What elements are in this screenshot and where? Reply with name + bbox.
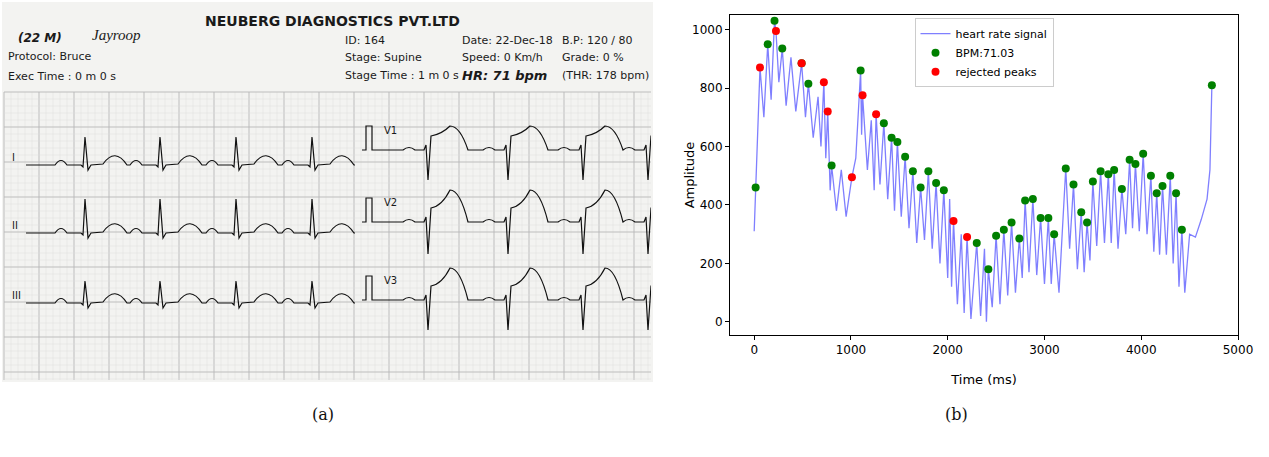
- svg-text:Amplitude: Amplitude: [682, 142, 697, 209]
- svg-text:600: 600: [700, 140, 723, 154]
- svg-text:Stage Time : 1 m 0 s: Stage Time : 1 m 0 s: [345, 69, 459, 82]
- svg-text:5000: 5000: [1223, 343, 1254, 357]
- svg-text:0: 0: [750, 343, 758, 357]
- svg-text:Time (ms): Time (ms): [950, 372, 1017, 387]
- svg-text:BPM:71.03: BPM:71.03: [956, 47, 1015, 60]
- html-text:(b): (b): [945, 405, 968, 424]
- svg-text:(22 M): (22 M): [18, 31, 62, 45]
- svg-text:heart rate signal: heart rate signal: [956, 28, 1047, 41]
- svg-text:800: 800: [700, 81, 723, 95]
- svg-text:4000: 4000: [1126, 343, 1157, 357]
- svg-text:3000: 3000: [1029, 343, 1060, 357]
- html-text:(a): (a): [312, 405, 334, 424]
- svg-text:I: I: [12, 152, 15, 163]
- svg-text:ID: 164: ID: 164: [345, 34, 385, 47]
- svg-text:V3: V3: [384, 275, 397, 286]
- svg-text:HR: 71 bpm: HR: 71 bpm: [462, 68, 547, 83]
- svg-text:Stage: Supine: Stage: Supine: [345, 51, 422, 64]
- svg-text:Grade: 0 %: Grade: 0 %: [562, 51, 624, 64]
- svg-text:V2: V2: [384, 197, 397, 208]
- svg-text:V1: V1: [384, 125, 397, 136]
- svg-text:II: II: [12, 220, 18, 231]
- svg-text:III: III: [12, 290, 21, 301]
- svg-text:1000: 1000: [836, 343, 867, 357]
- svg-text:Exec Time : 0 m 0 s: Exec Time : 0 m 0 s: [8, 70, 116, 83]
- svg-text:(THR: 178 bpm): (THR: 178 bpm): [562, 69, 649, 82]
- svg-text:NEUBERG DIAGNOSTICS PVT.LTD: NEUBERG DIAGNOSTICS PVT.LTD: [205, 13, 460, 29]
- svg-text:Protocol: Bruce: Protocol: Bruce: [8, 50, 92, 63]
- svg-text:400: 400: [700, 198, 723, 212]
- svg-text:Speed: 0 Km/h: Speed: 0 Km/h: [462, 51, 543, 64]
- svg-text:0: 0: [715, 315, 723, 329]
- svg-text:Date: 22-Dec-18: Date: 22-Dec-18: [462, 34, 553, 47]
- svg-text:Jayroop: Jayroop: [92, 27, 141, 43]
- svg-text:rejected peaks: rejected peaks: [956, 66, 1037, 79]
- svg-text:B.P: 120 / 80: B.P: 120 / 80: [562, 34, 633, 47]
- svg-text:2000: 2000: [932, 343, 963, 357]
- svg-text:1000: 1000: [692, 23, 723, 37]
- svg-text:200: 200: [700, 257, 723, 271]
